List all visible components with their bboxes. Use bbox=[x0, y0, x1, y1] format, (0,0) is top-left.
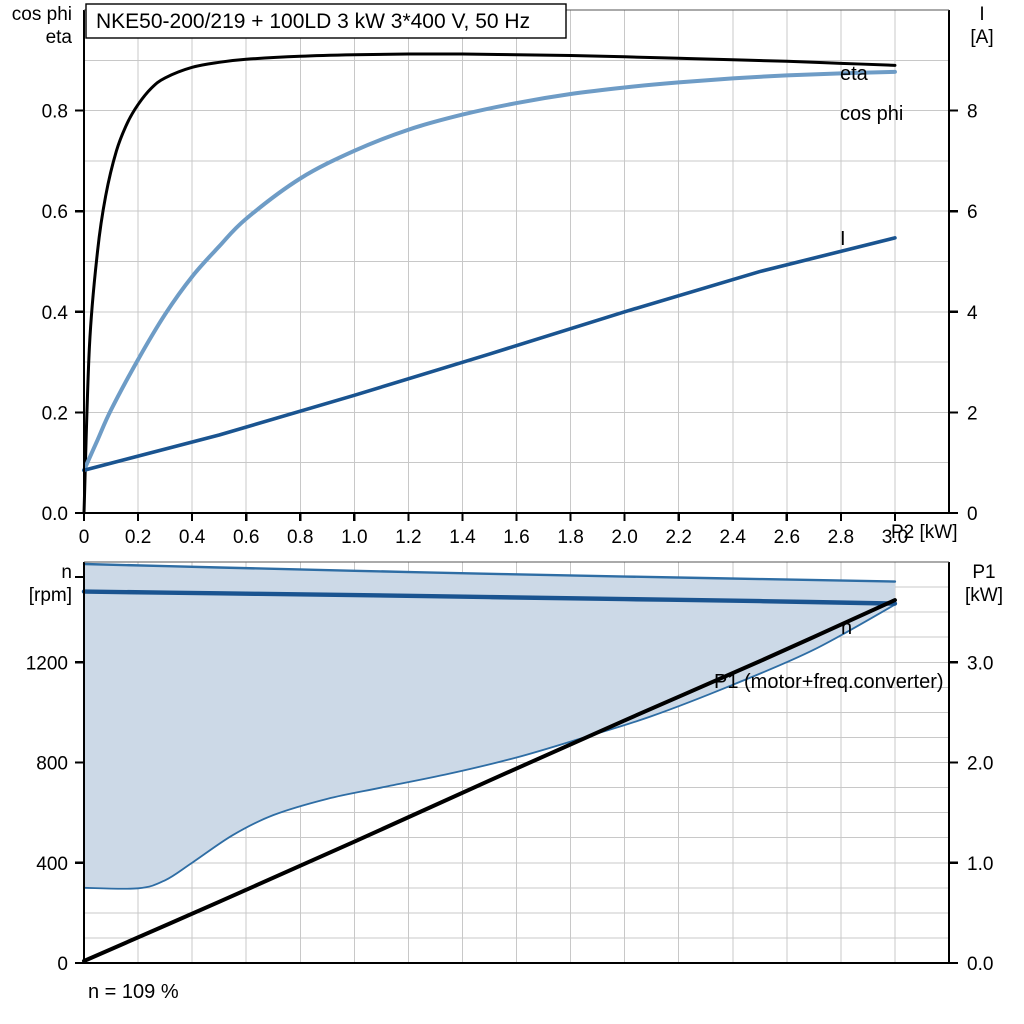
operating-range-lower-bound bbox=[83, 603, 896, 890]
lower-left-axis-label-line2: [rpm] bbox=[29, 585, 72, 606]
power-curve bbox=[82, 598, 897, 963]
upper-gridlines bbox=[84, 10, 949, 513]
upper-curves bbox=[82, 52, 897, 515]
upper-x-tick-label: 1.6 bbox=[503, 527, 529, 548]
lower-right-tick-label: 2.0 bbox=[967, 754, 993, 775]
upper-right-tick-label: 4 bbox=[967, 303, 978, 324]
upper-left-tick-label: 0.8 bbox=[42, 102, 68, 123]
upper-x-tick-label: 0.2 bbox=[125, 527, 151, 548]
upper-right-axis-label-line2: [A] bbox=[970, 27, 993, 48]
upper-x-tick-label: 1.2 bbox=[395, 527, 421, 548]
lower-right-axis-label-line2: [kW] bbox=[965, 585, 1003, 606]
lower-left-tick-label: 1200 bbox=[26, 653, 68, 674]
upper-left-axis-label-line1: cos phi bbox=[12, 4, 72, 25]
upper-x-tick-label: 2.8 bbox=[828, 527, 854, 548]
upper-x-tick-label: 1.8 bbox=[557, 527, 583, 548]
upper-tick-labels: 0 0.2 0.4 0.6 0.8 1.0 1.2 1.4 1.6 1.8 2.0 2.2 2.4 2.6… bbox=[42, 102, 978, 548]
operating-range-fill bbox=[84, 564, 895, 889]
upper-x-axis-label: P2 [kW] bbox=[891, 522, 958, 543]
eta-curve bbox=[82, 52, 897, 515]
cos-phi-curve bbox=[82, 69, 897, 473]
upper-left-tick-label: 0.0 bbox=[42, 504, 68, 525]
upper-x-tick-label: 0.6 bbox=[233, 527, 259, 548]
lower-right-tick-label: 1.0 bbox=[967, 854, 993, 875]
current-curve-label: I bbox=[840, 228, 846, 250]
upper-x-tick-label: 2.2 bbox=[665, 527, 691, 548]
upper-right-tick-label: 8 bbox=[967, 102, 978, 123]
upper-right-tick-label: 6 bbox=[967, 202, 978, 223]
lower-right-tick-label: 3.0 bbox=[967, 653, 993, 674]
upper-x-tick-label: 0 bbox=[79, 527, 90, 548]
upper-right-tick-label: 0 bbox=[967, 504, 978, 525]
lower-operating-band bbox=[82, 562, 897, 890]
lower-left-tick-label: 0 bbox=[57, 954, 68, 975]
upper-x-tick-label: 0.8 bbox=[287, 527, 313, 548]
upper-tickmarks bbox=[75, 109, 958, 521]
lower-curves bbox=[81, 589, 898, 963]
upper-x-tick-label: 1.0 bbox=[341, 527, 367, 548]
upper-left-tick-label: 0.6 bbox=[42, 202, 68, 223]
lower-left-tick-label: 400 bbox=[36, 854, 68, 875]
lower-tickmarks bbox=[75, 575, 958, 965]
upper-chart: 0 0.2 0.4 0.6 0.8 1.0 1.2 1.4 1.6 1.8 2.0 2.2 2.4 2.6… bbox=[12, 3, 994, 548]
speed-percentage-note: n = 109 % bbox=[88, 981, 179, 1003]
upper-right-tick-label: 2 bbox=[967, 403, 978, 424]
upper-x-tick-label: 1.4 bbox=[449, 527, 476, 548]
title-box bbox=[85, 3, 567, 39]
cos-phi-curve-label: cos phi bbox=[840, 103, 903, 125]
upper-x-tick-label: 2.0 bbox=[611, 527, 637, 548]
lower-right-tick-label: 0.0 bbox=[967, 954, 993, 975]
upper-right-axis-label-line1: I bbox=[979, 4, 984, 25]
operating-range-upper-bound bbox=[82, 562, 897, 583]
upper-x-tick-label: 3.0 bbox=[882, 527, 908, 548]
chart-title: NKE50-200/219 + 100LD 3 kW 3*400 V, 50 H… bbox=[96, 10, 530, 33]
upper-x-tick-label: 2.6 bbox=[774, 527, 800, 548]
upper-left-tick-label: 0.2 bbox=[42, 403, 68, 424]
upper-left-tick-label: 0.4 bbox=[42, 303, 69, 324]
speed-curve bbox=[81, 589, 898, 606]
lower-tick-labels: 0 400 800 1200 0.0 1.0 2.0 3.0 bbox=[26, 653, 994, 975]
power-curve-label: P1 (motor+freq.converter) bbox=[714, 671, 944, 693]
upper-x-tick-label: 0.4 bbox=[179, 527, 206, 548]
lower-left-tick-label: 800 bbox=[36, 754, 68, 775]
lower-left-axis-label-line1: n bbox=[61, 562, 72, 583]
upper-left-axis-label-line2: eta bbox=[46, 27, 73, 48]
upper-x-tick-label: 2.4 bbox=[720, 527, 747, 548]
eta-curve-label: eta bbox=[840, 63, 869, 85]
speed-curve-label: n bbox=[841, 617, 852, 639]
current-curve bbox=[82, 236, 897, 473]
lower-right-axis-label-line1: P1 bbox=[972, 562, 995, 583]
